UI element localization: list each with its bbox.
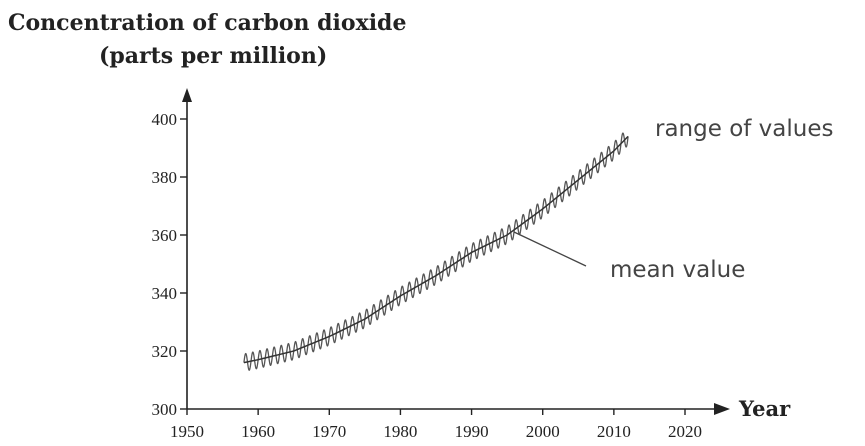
y-axis-ticks: 300 320 340 360 380 400: [152, 110, 187, 419]
x-tick-label: 1950: [170, 422, 204, 441]
mean-value-pointer: [513, 231, 587, 267]
chart-title-line1: Concentration of carbon dioxide: [8, 10, 406, 36]
range-of-values-line: [243, 132, 629, 371]
y-tick-label: 380: [152, 168, 178, 187]
axes: [182, 88, 730, 415]
x-tick-label: 1980: [383, 422, 417, 441]
x-axis-ticks: 1950 1960 1970 1980 1990 2000 2010 2020: [170, 409, 702, 441]
x-tick-label: 1970: [312, 422, 346, 441]
x-axis-arrow-icon: [714, 403, 730, 415]
annotation-range-of-values: range of values: [655, 116, 833, 142]
x-tick-label: 2020: [668, 422, 702, 441]
x-axis-title: Year: [738, 396, 791, 421]
x-tick-label: 2010: [597, 422, 631, 441]
y-tick-label: 320: [152, 342, 178, 361]
x-tick-label: 2000: [526, 422, 560, 441]
y-tick-label: 300: [152, 400, 178, 419]
y-tick-label: 360: [152, 226, 178, 245]
annotations: range of values mean value: [513, 116, 833, 283]
y-tick-label: 340: [152, 284, 178, 303]
chart-title-line2: (parts per million): [99, 43, 327, 69]
y-axis-arrow-icon: [182, 88, 192, 102]
x-tick-label: 1990: [455, 422, 489, 441]
y-tick-label: 400: [152, 110, 178, 129]
series-layer: [243, 132, 629, 371]
mean-value-line: [243, 135, 629, 364]
annotation-mean-value: mean value: [610, 257, 745, 283]
x-tick-label: 1960: [241, 422, 275, 441]
